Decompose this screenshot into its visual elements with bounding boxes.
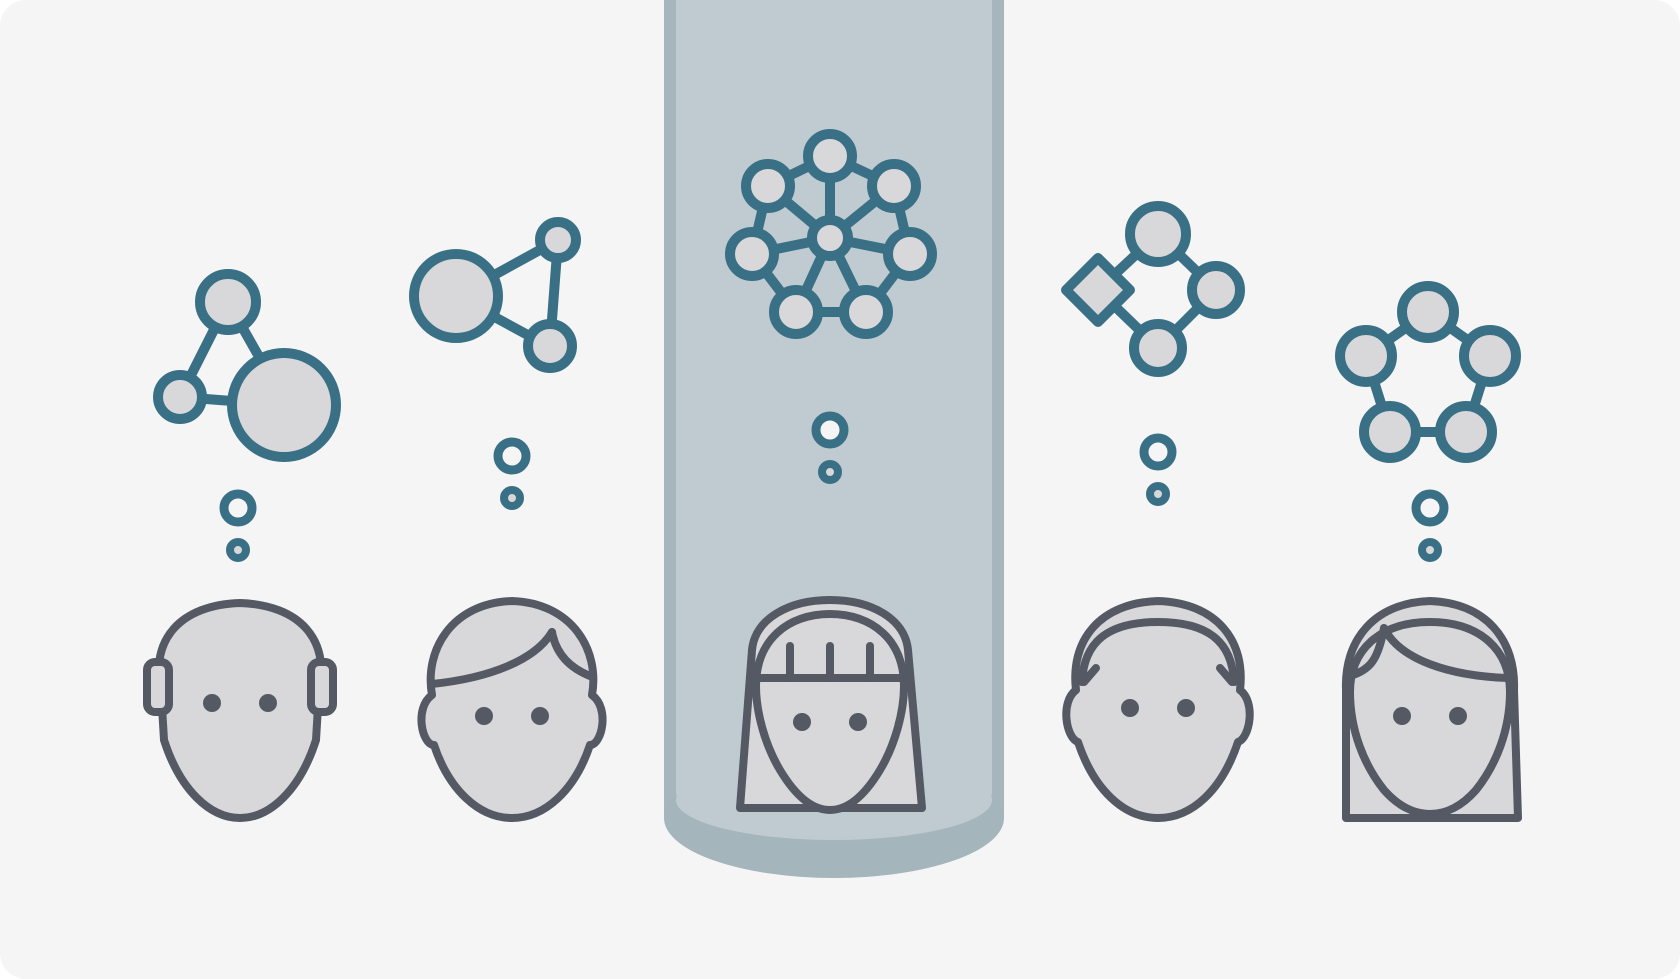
- person-2-group: [409, 217, 607, 822]
- beam-left-edge: [664, 0, 678, 818]
- thought-bubble-icon: [493, 437, 531, 510]
- person-head-icon: [143, 599, 337, 822]
- person-head-icon: [1341, 597, 1522, 822]
- person-3-group: [725, 129, 937, 814]
- person-head-icon: [1062, 597, 1254, 822]
- network-graph-icon: [1335, 281, 1521, 463]
- beam-right-edge: [990, 0, 1004, 818]
- person-head-icon: [417, 597, 607, 822]
- person-4-group: [1061, 201, 1254, 822]
- thought-bubble-icon: [1139, 433, 1177, 506]
- thought-bubble-icon: [811, 411, 849, 484]
- network-graph-icon: [153, 269, 341, 462]
- person-head-icon: [736, 596, 926, 814]
- thought-bubble-icon: [1411, 489, 1449, 562]
- network-graph-icon: [409, 217, 581, 373]
- person-5-group: [1335, 281, 1522, 822]
- thought-bubble-icon: [219, 489, 257, 562]
- network-graph-icon: [725, 129, 937, 339]
- network-graph-icon: [1061, 201, 1245, 377]
- person-1-group: [143, 269, 341, 822]
